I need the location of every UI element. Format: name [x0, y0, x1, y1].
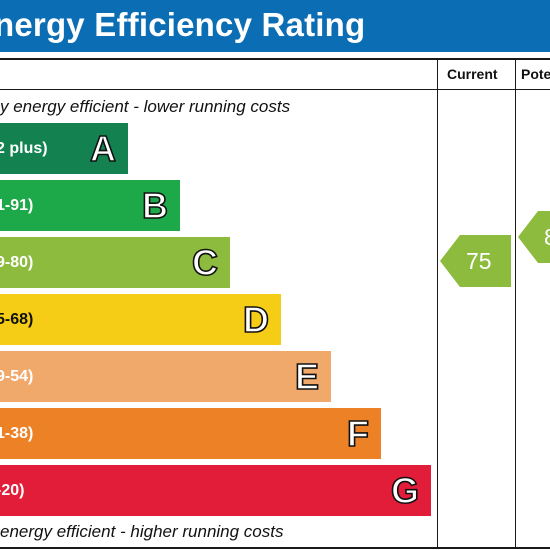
arrow-shape — [518, 211, 550, 263]
band-letter: A — [89, 127, 117, 170]
title-bar: nergy Efficiency Rating — [0, 0, 550, 52]
arrow-shape — [440, 235, 511, 287]
band-range-label: 2 plus) — [0, 140, 48, 157]
band-letter: C — [191, 241, 219, 284]
header-divider — [0, 89, 550, 90]
caption-bottom: energy efficient - higher running costs — [0, 522, 284, 541]
band-letter: D — [242, 298, 270, 341]
band-letter: G — [390, 469, 420, 512]
frame-top-border — [0, 58, 550, 60]
caption-top: y energy efficient - lower running costs — [0, 97, 291, 116]
rating-band-c: 9-80) C — [0, 237, 230, 288]
column-divider-potential — [515, 58, 516, 549]
rating-band-f: 1-38) F — [0, 408, 381, 459]
column-header-current: Current — [447, 66, 498, 82]
current-rating-value: 75 — [466, 248, 492, 274]
rating-band-e: 9-54) E — [0, 351, 331, 402]
frame-bottom-border — [0, 547, 550, 549]
band-letter: E — [294, 355, 320, 398]
band-range-label: 9-80) — [0, 254, 34, 271]
rating-band-a: 2 plus) A — [0, 123, 128, 174]
page-title: nergy Efficiency Rating — [0, 6, 366, 43]
rating-band-g: -20) G — [0, 465, 431, 516]
band-range-label: 9-54) — [0, 368, 34, 385]
band-letter: B — [141, 184, 169, 227]
potential-rating-value: 8 — [544, 211, 550, 263]
rating-band-d: 5-68) D — [0, 294, 281, 345]
band-range-label: 1-38) — [0, 425, 34, 442]
band-letter: F — [346, 412, 370, 455]
band-range-label: 1-91) — [0, 197, 34, 214]
rating-band-b: 1-91) B — [0, 180, 180, 231]
potential-rating-arrow: 8 — [518, 211, 550, 263]
band-range-label: 5-68) — [0, 311, 34, 328]
column-header-potential: Pote — [521, 66, 550, 82]
column-divider-current — [437, 58, 438, 549]
current-rating-arrow: 75 — [440, 235, 511, 287]
band-range-label: -20) — [0, 482, 25, 499]
